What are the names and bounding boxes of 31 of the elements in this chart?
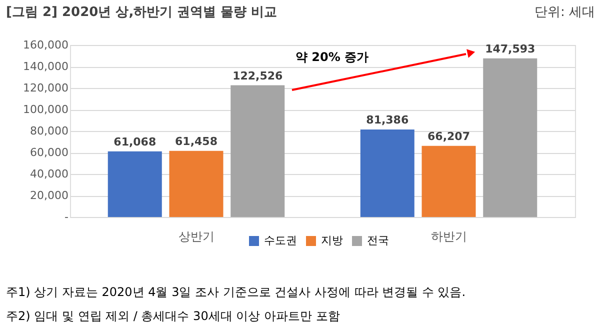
text: 단위: 세대 xyxy=(534,5,595,20)
x-tick-label: 하반기 xyxy=(430,230,467,244)
y-tick-label: 100,000 xyxy=(23,103,68,116)
bar xyxy=(169,150,224,217)
legend-label: 수도권 xyxy=(264,234,297,247)
bar xyxy=(230,85,285,217)
y-tick-label: 160,000 xyxy=(23,38,68,52)
bar xyxy=(108,151,162,217)
x-tick-label: 상반기 xyxy=(178,230,214,244)
data-label: 147,593 xyxy=(485,42,536,56)
y-tick-label: 80,000 xyxy=(30,124,68,138)
data-label: 61,068 xyxy=(114,135,156,148)
y-tick-label: - xyxy=(64,210,69,224)
annotation: 약 20% 증가 xyxy=(295,50,369,64)
chart-title: [그림 2] 2020년 상,하반기 권역별 물량 비교 xyxy=(6,5,278,20)
data-label: 61,458 xyxy=(175,134,218,148)
bar xyxy=(422,146,476,217)
legend-label: 지방 xyxy=(321,234,343,247)
y-tick-label: 20,000 xyxy=(30,189,68,202)
legend-label: 전국 xyxy=(367,234,389,247)
text: 주2) 임대 및 연립 제외 / 총세대수 30세대 이상 아파트만 포함 xyxy=(6,309,340,323)
bar xyxy=(483,58,538,217)
y-tick-label: 140,000 xyxy=(23,60,68,73)
data-label: 66,207 xyxy=(428,130,470,143)
data-label: 122,526 xyxy=(232,69,284,82)
text: 주1) 상기 자료는 2020년 4월 3일 조사 기준으로 건설사 사정에 따라 변경될 수 있음. xyxy=(6,285,466,299)
y-tick-label: 40,000 xyxy=(30,168,68,180)
y-tick-label: 120,000 xyxy=(23,82,68,94)
y-tick-label: 60,000 xyxy=(30,146,68,159)
bar xyxy=(360,130,414,217)
data-label: 81,386 xyxy=(366,114,409,127)
